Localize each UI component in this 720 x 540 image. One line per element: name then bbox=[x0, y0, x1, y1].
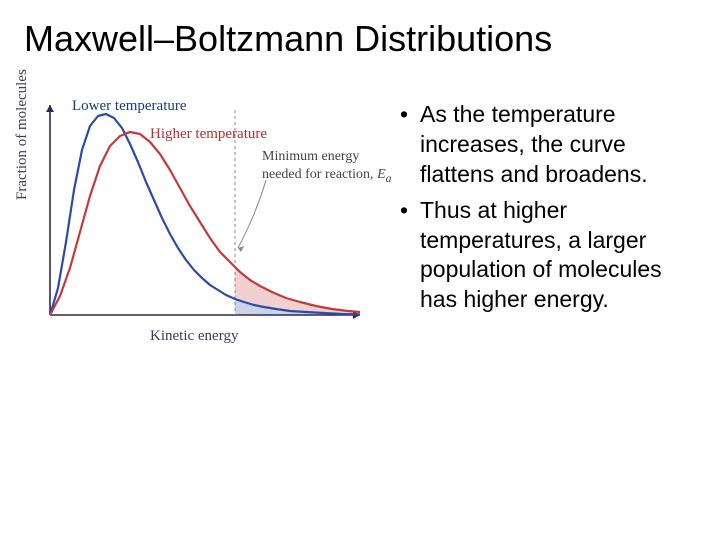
y-axis-label: Fraction of molecules bbox=[14, 69, 31, 200]
page-title: Maxwell–Boltzmann Distributions bbox=[0, 0, 720, 60]
x-axis-label: Kinetic energy bbox=[150, 328, 238, 345]
maxwell-boltzmann-chart: Fraction of molecules Kinetic energy Low… bbox=[20, 100, 380, 380]
ea-subscript: a bbox=[386, 171, 392, 184]
bullet-text-zone: As the temperature increases, the curve … bbox=[380, 100, 700, 380]
chart-svg bbox=[40, 100, 370, 325]
bullet-item: Thus at higher temperatures, a larger po… bbox=[400, 196, 700, 316]
content-row: Fraction of molecules Kinetic energy Low… bbox=[0, 60, 720, 380]
bullet-list: As the temperature increases, the curve … bbox=[400, 100, 700, 315]
bullet-item: As the temperature increases, the curve … bbox=[400, 100, 700, 190]
ea-symbol: E bbox=[377, 167, 386, 182]
